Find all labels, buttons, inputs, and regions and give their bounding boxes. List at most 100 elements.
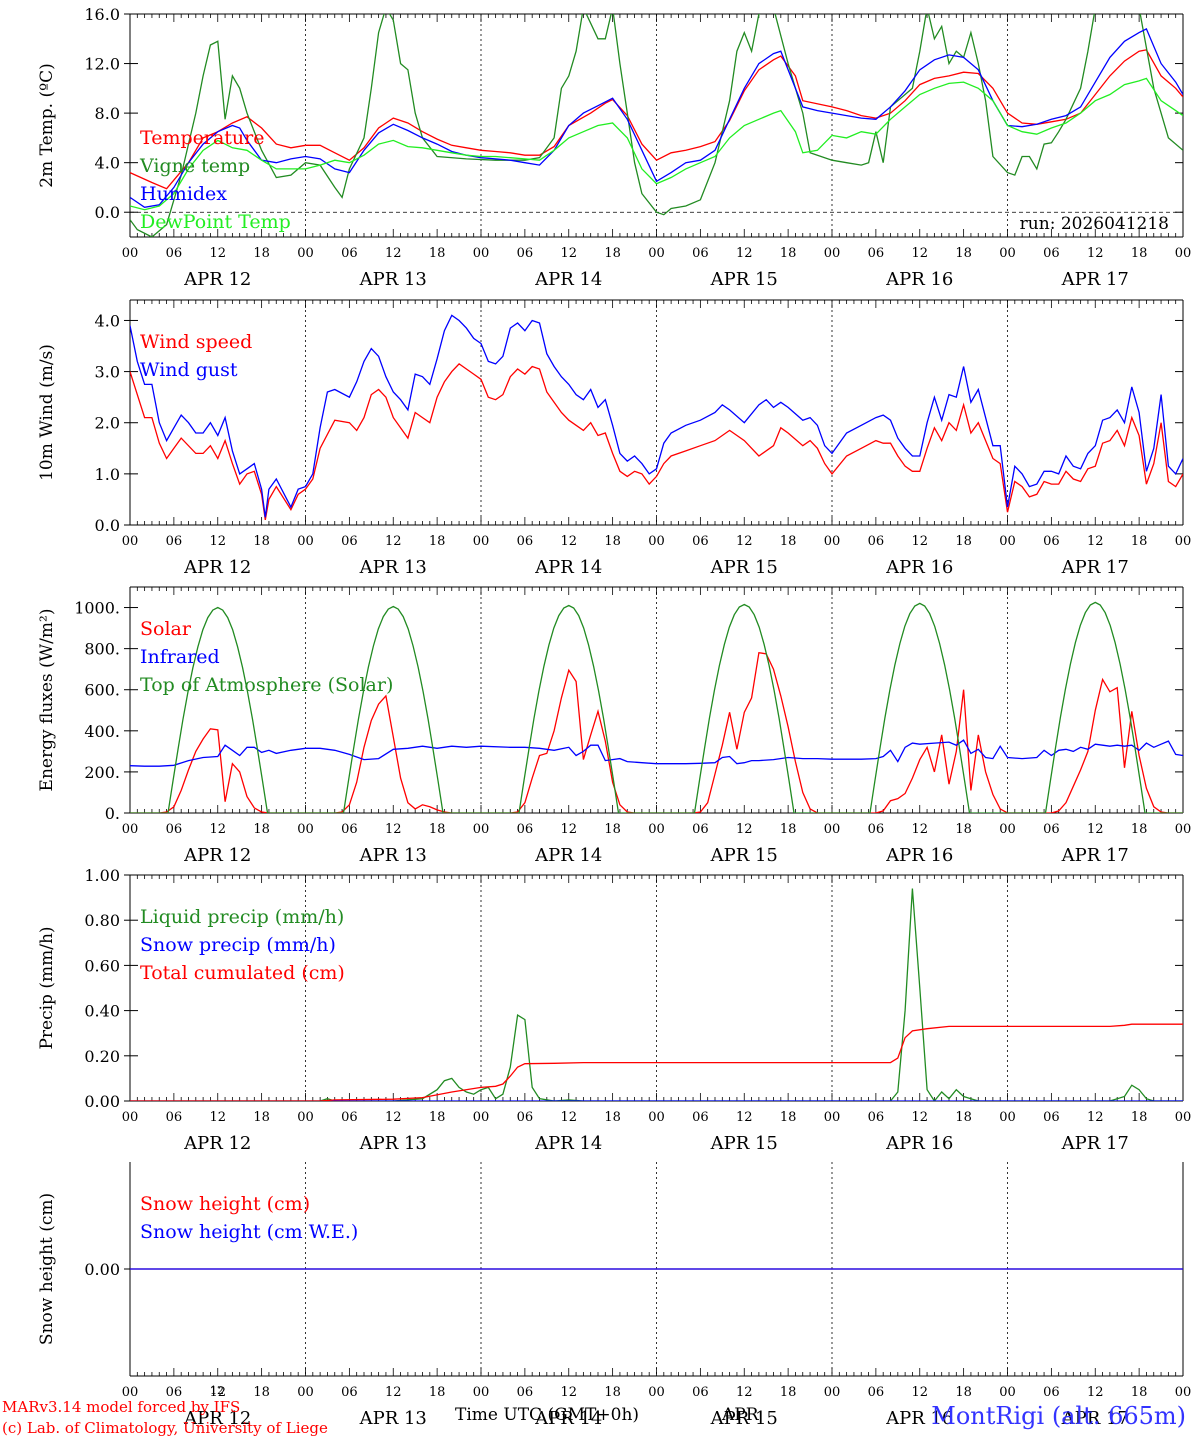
series-wind-speed xyxy=(130,363,1183,521)
x-hour-tick-label: 00 xyxy=(122,534,139,549)
x-hour-tick-label: 12 xyxy=(385,246,402,261)
x-day-label: APR 13 xyxy=(359,845,427,866)
y-axis-label: Energy fluxes (W/m²) xyxy=(37,609,57,792)
y-axis-label: Snow height (cm) xyxy=(37,1193,57,1345)
x-hour-tick-label: 06 xyxy=(868,1110,885,1125)
x-hour-tick-label: 00 xyxy=(648,1110,665,1125)
x-hour-tick-label: 12 xyxy=(385,534,402,549)
x-hour-tick-label: 12 xyxy=(385,822,402,837)
x-day-label: APR 13 xyxy=(359,1133,427,1154)
axis-small-tick-label: 12 xyxy=(210,1384,224,1397)
x-hour-tick-label: 06 xyxy=(517,246,534,261)
x-hour-tick-label: 18 xyxy=(955,1110,972,1125)
x-hour-tick-label: 06 xyxy=(1043,822,1060,837)
x-hour-tick-label: 12 xyxy=(1087,1110,1104,1125)
x-hour-tick-label: 00 xyxy=(473,1110,490,1125)
series-infrared xyxy=(130,739,1183,767)
legend-entry: Humidex xyxy=(140,183,227,205)
series-temperature xyxy=(130,49,1183,190)
series-humidex xyxy=(130,28,1183,208)
x-hour-tick-label: 06 xyxy=(166,822,183,837)
panel-5 xyxy=(124,1162,1184,1377)
y-tick-label: 0.40 xyxy=(84,1002,120,1021)
y-tick-label: 3.0 xyxy=(95,363,120,382)
x-hour-tick-label: 18 xyxy=(604,822,621,837)
x-hour-tick-label: 18 xyxy=(253,1110,270,1125)
legend-entry: Vigne temp xyxy=(139,155,250,177)
x-hour-tick-label: 00 xyxy=(473,1385,490,1400)
series-dewpoint-temp xyxy=(130,77,1183,211)
x-hour-tick-label: 12 xyxy=(1087,246,1104,261)
x-day-label: APR 15 xyxy=(710,845,778,866)
x-hour-tick-label: 18 xyxy=(955,534,972,549)
x-day-label: APR 12 xyxy=(183,1133,251,1154)
x-hour-tick-label: 06 xyxy=(692,246,709,261)
x-hour-tick-label: 00 xyxy=(1175,1385,1192,1400)
y-tick-label: 0.60 xyxy=(84,956,120,975)
y-tick-label: 1000. xyxy=(74,599,120,618)
x-hour-tick-label: 06 xyxy=(692,822,709,837)
x-day-label: APR 15 xyxy=(710,269,778,290)
y-tick-label: 1.00 xyxy=(84,866,120,885)
y-tick-label: 8.0 xyxy=(95,104,120,123)
x-day-label: APR 14 xyxy=(534,1408,602,1429)
x-hour-tick-label: 06 xyxy=(1043,246,1060,261)
x-hour-tick-label: 12 xyxy=(911,534,928,549)
x-day-label: APR 12 xyxy=(183,1408,251,1429)
legend-entry: Solar xyxy=(140,618,192,640)
x-day-label: APR 16 xyxy=(885,845,953,866)
x-hour-tick-label: 06 xyxy=(868,246,885,261)
legend-entry: Snow precip (mm/h) xyxy=(140,934,336,956)
legend-entry: Temperature xyxy=(140,127,264,149)
x-day-label: APR 16 xyxy=(885,269,953,290)
legend-entry: Snow height (cm W.E.) xyxy=(140,1221,358,1243)
x-hour-tick-label: 12 xyxy=(560,534,577,549)
x-hour-tick-label: 00 xyxy=(122,246,139,261)
y-tick-label: 12.0 xyxy=(84,55,120,74)
x-hour-tick-label: 18 xyxy=(780,534,797,549)
x-hour-tick-label: 12 xyxy=(1087,1385,1104,1400)
x-hour-tick-label: 12 xyxy=(560,1110,577,1125)
x-hour-tick-label: 18 xyxy=(955,1385,972,1400)
x-hour-tick-label: 00 xyxy=(824,246,841,261)
y-tick-label: 600. xyxy=(84,681,120,700)
x-hour-tick-label: 18 xyxy=(955,822,972,837)
x-hour-tick-label: 18 xyxy=(955,246,972,261)
x-hour-tick-label: 18 xyxy=(604,1385,621,1400)
x-hour-tick-label: 18 xyxy=(253,246,270,261)
legend-entry: Snow height (cm) xyxy=(140,1193,310,1215)
legend-entry: Wind speed xyxy=(140,331,252,353)
x-hour-tick-label: 06 xyxy=(1043,534,1060,549)
x-hour-tick-label: 12 xyxy=(560,822,577,837)
x-day-label: APR 17 xyxy=(1061,1408,1129,1429)
x-day-label: APR 12 xyxy=(183,557,251,578)
x-hour-tick-label: 06 xyxy=(166,1385,183,1400)
x-hour-tick-label: 06 xyxy=(341,534,358,549)
series-solar xyxy=(130,651,1183,813)
x-hour-tick-label: 18 xyxy=(253,534,270,549)
x-hour-tick-label: 12 xyxy=(385,1385,402,1400)
x-hour-tick-label: 06 xyxy=(868,534,885,549)
x-hour-tick-label: 18 xyxy=(429,1385,446,1400)
x-hour-tick-label: 18 xyxy=(429,534,446,549)
x-hour-tick-label: 00 xyxy=(824,822,841,837)
x-hour-tick-label: 00 xyxy=(824,1385,841,1400)
y-tick-label: 0.20 xyxy=(84,1047,120,1066)
x-hour-tick-label: 00 xyxy=(1175,1110,1192,1125)
x-hour-tick-label: 18 xyxy=(429,1110,446,1125)
x-hour-tick-label: 18 xyxy=(604,534,621,549)
x-hour-tick-label: 06 xyxy=(166,246,183,261)
x-hour-tick-label: 06 xyxy=(341,246,358,261)
legend-entry: Wind gust xyxy=(140,359,238,381)
x-hour-tick-label: 18 xyxy=(604,1110,621,1125)
legend-entry: Top of Atmosphere (Solar) xyxy=(140,674,393,696)
x-hour-tick-label: 18 xyxy=(1131,246,1148,261)
x-day-label: APR 13 xyxy=(359,269,427,290)
x-hour-tick-label: 12 xyxy=(911,1385,928,1400)
x-hour-tick-label: 00 xyxy=(297,534,314,549)
x-hour-tick-label: 00 xyxy=(473,534,490,549)
x-hour-tick-label: 18 xyxy=(780,1110,797,1125)
x-hour-tick-label: 18 xyxy=(780,822,797,837)
series-wind-gust xyxy=(130,314,1183,518)
x-day-label: APR 12 xyxy=(183,845,251,866)
